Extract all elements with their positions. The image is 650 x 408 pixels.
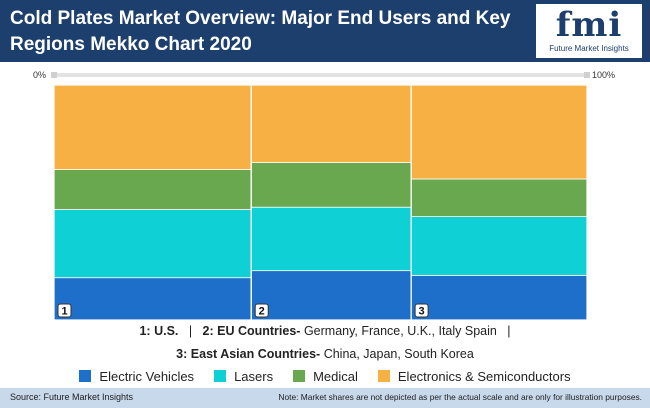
legend-item-medical: Medical [293,369,358,384]
category-badge-2 [254,303,269,318]
region-key-line-1: 1: U.S. | 2: EU Countries- Germany, Fran… [0,323,650,339]
source-text: Source: Future Market Insights [10,392,134,402]
column-border-3 [410,84,588,321]
scale-marker-start [51,72,57,78]
region-3-name: East Asian Countries- [190,347,321,361]
bar-segment-3-lasers [410,216,588,276]
region-2-name: EU Countries- [217,324,301,338]
logo-subtitle: Future Market Insights [549,44,629,53]
region-3-num: 3: [176,347,188,361]
scale-label-start: 0% [33,70,47,80]
category-label-3: 3 [419,306,425,318]
legend-swatch [377,370,390,382]
region-1-name: U.S. [154,324,179,338]
bar-segment-1-medical [53,169,252,210]
region-1-num: 1: [139,324,151,338]
bar-segment-1-electric-vehicles [53,277,252,321]
legend-label: Lasers [234,368,274,384]
bar-segment-2-electric-vehicles [250,270,412,321]
region-key-line-2: 3: East Asian Countries- China, Japan, S… [0,346,650,362]
legend-item-electronics-semiconductors: Electronics & Semiconductors [377,368,571,384]
bar-segment-1-electronics-semiconductors [53,84,252,170]
bar-segment-3-electronics-semiconductors [410,84,588,180]
region-3-detail: China, Japan, South Korea [323,347,474,361]
bar-segment-1-lasers [53,209,252,279]
scale-label-end: 100% [592,70,616,80]
region-2-detail: Germany, France, U.K., Italy Spain [303,324,497,338]
legend-label: Electronics & Semiconductors [397,368,571,384]
header-bar: Cold Plates Market Overview: Major End U… [0,0,650,62]
legend-label: Electric Vehicles [99,368,195,384]
legend-label: Medical [313,368,358,384]
legend: Electric Vehicles Lasers Medical Electro… [0,368,650,384]
legend-item-electric-vehicles: Electric Vehicles [79,369,194,384]
region-2-num: 2: [202,324,214,338]
logo: fmi Future Market Insights [536,4,642,58]
logo-mark: fmi [555,5,623,45]
footer-bar: Source: Future Market Insights Note: Mar… [0,388,650,408]
legend-swatch [79,370,92,382]
legend-swatch [293,370,306,382]
region-separator-1: | [188,324,193,338]
region-separator-2: | [507,324,511,338]
bar-segment-3-medical [410,178,588,217]
note-text: Note: Market shares are not depicted as … [278,392,642,402]
category-badge-1 [57,303,72,318]
category-label-2: 2 [259,306,265,318]
category-label-1: 1 [61,306,67,318]
bar-segment-2-medical [250,162,412,208]
legend-swatch [214,370,227,382]
legend-item-lasers: Lasers [214,369,273,384]
bar-segment-3-electric-vehicles [410,274,588,321]
scale-marker-end [584,72,590,78]
category-badge-3 [414,303,429,318]
bar-segment-2-lasers [250,206,412,272]
chart-title: Cold Plates Market Overview: Major End U… [10,8,511,55]
bar-segment-2-electronics-semiconductors [250,84,412,163]
